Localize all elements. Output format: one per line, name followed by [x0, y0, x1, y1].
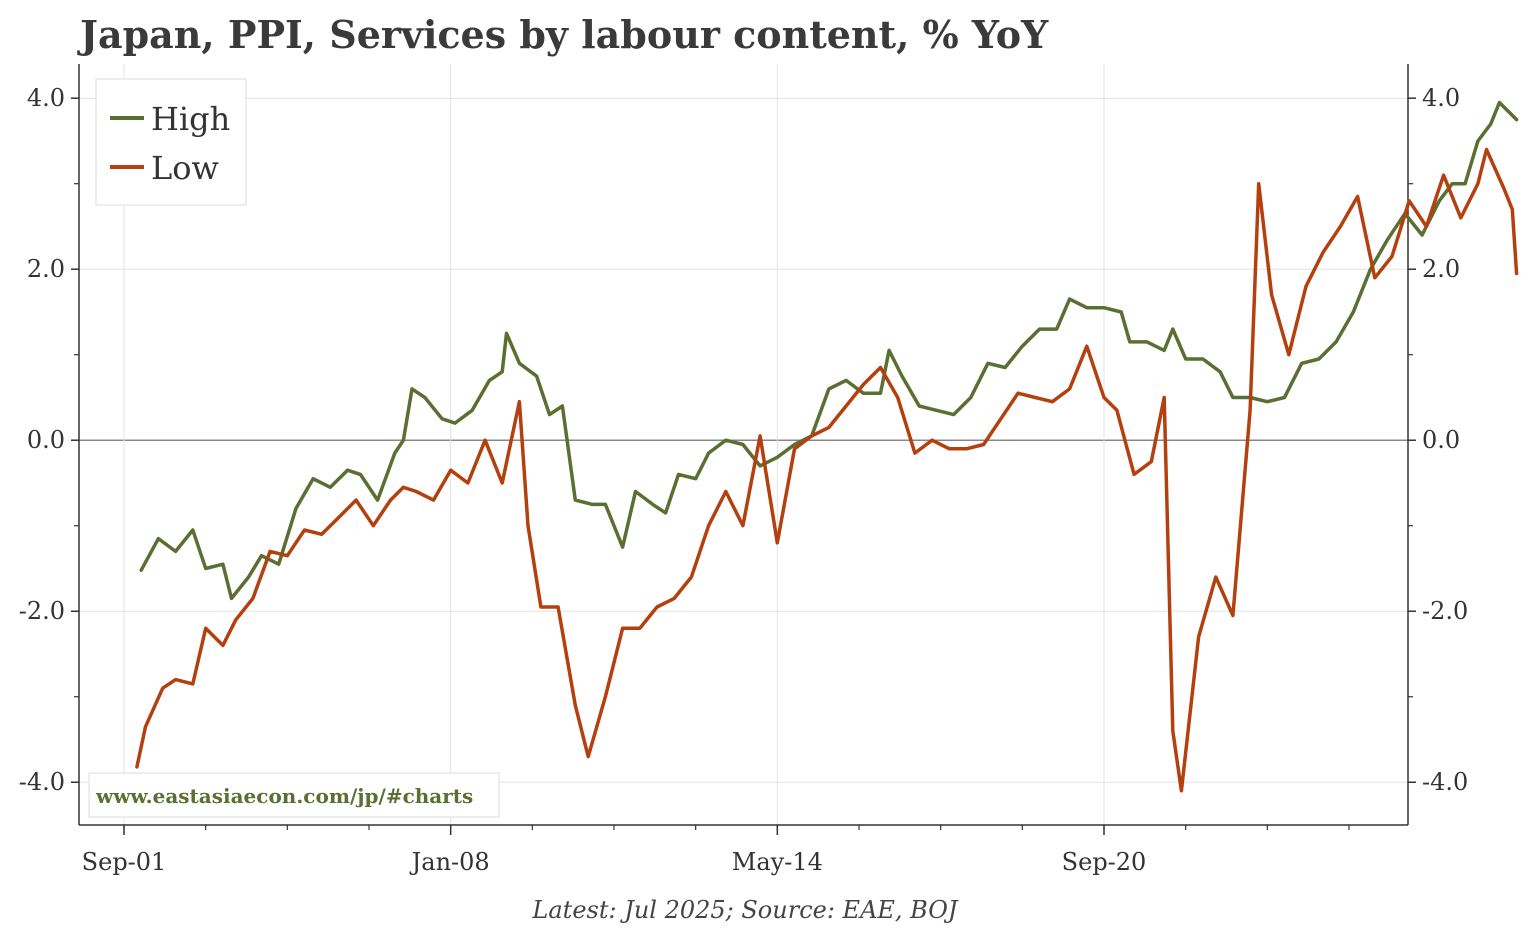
y-tick-labels: 4.0 4.0 2.0 2.0 0.0 0.0 -2.0 -2.0 -4.0 -4.0 — [19, 84, 1469, 796]
series-line-low — [135, 147, 1519, 793]
y-tick-label-right: 0.0 — [1422, 426, 1460, 454]
watermark-box — [88, 772, 500, 818]
y-tick-label-right: 2.0 — [1422, 255, 1460, 283]
legend-label-high: High — [151, 100, 230, 138]
x-tick-label: Sep-01 — [82, 848, 167, 876]
y-tick-label-right: 4.0 — [1422, 84, 1460, 112]
y-tick-label-left: 0.0 — [27, 426, 65, 454]
legend-box — [95, 78, 247, 206]
series-lines — [135, 100, 1519, 793]
watermark: www.eastasiaecon.com/jp/#charts — [88, 772, 500, 818]
y-tick-label-left: -4.0 — [19, 768, 65, 796]
series-line-high — [139, 100, 1519, 601]
legend-label-low: Low — [151, 149, 219, 187]
chart-title: Japan, PPI, Services by labour content, … — [77, 12, 1049, 57]
x-tick-label: May-14 — [732, 848, 823, 876]
chart-footer: Latest: Jul 2025; Source: EAE, BOJ — [531, 896, 959, 924]
x-tick-label: Sep-20 — [1062, 848, 1147, 876]
y-tick-label-left: 4.0 — [27, 84, 65, 112]
x-tick-label: Jan-08 — [409, 848, 490, 876]
legend: High Low — [95, 78, 247, 206]
tick-marks — [71, 97, 1416, 835]
y-tick-label-left: 2.0 — [27, 255, 65, 283]
y-tick-label-left: -2.0 — [19, 597, 65, 625]
watermark-text: www.eastasiaecon.com/jp/#charts — [95, 784, 473, 808]
x-tick-labels: Sep-01 Jan-08 May-14 Sep-20 — [82, 848, 1147, 876]
y-tick-label-right: -4.0 — [1422, 768, 1468, 796]
y-tick-label-right: -2.0 — [1422, 597, 1468, 625]
